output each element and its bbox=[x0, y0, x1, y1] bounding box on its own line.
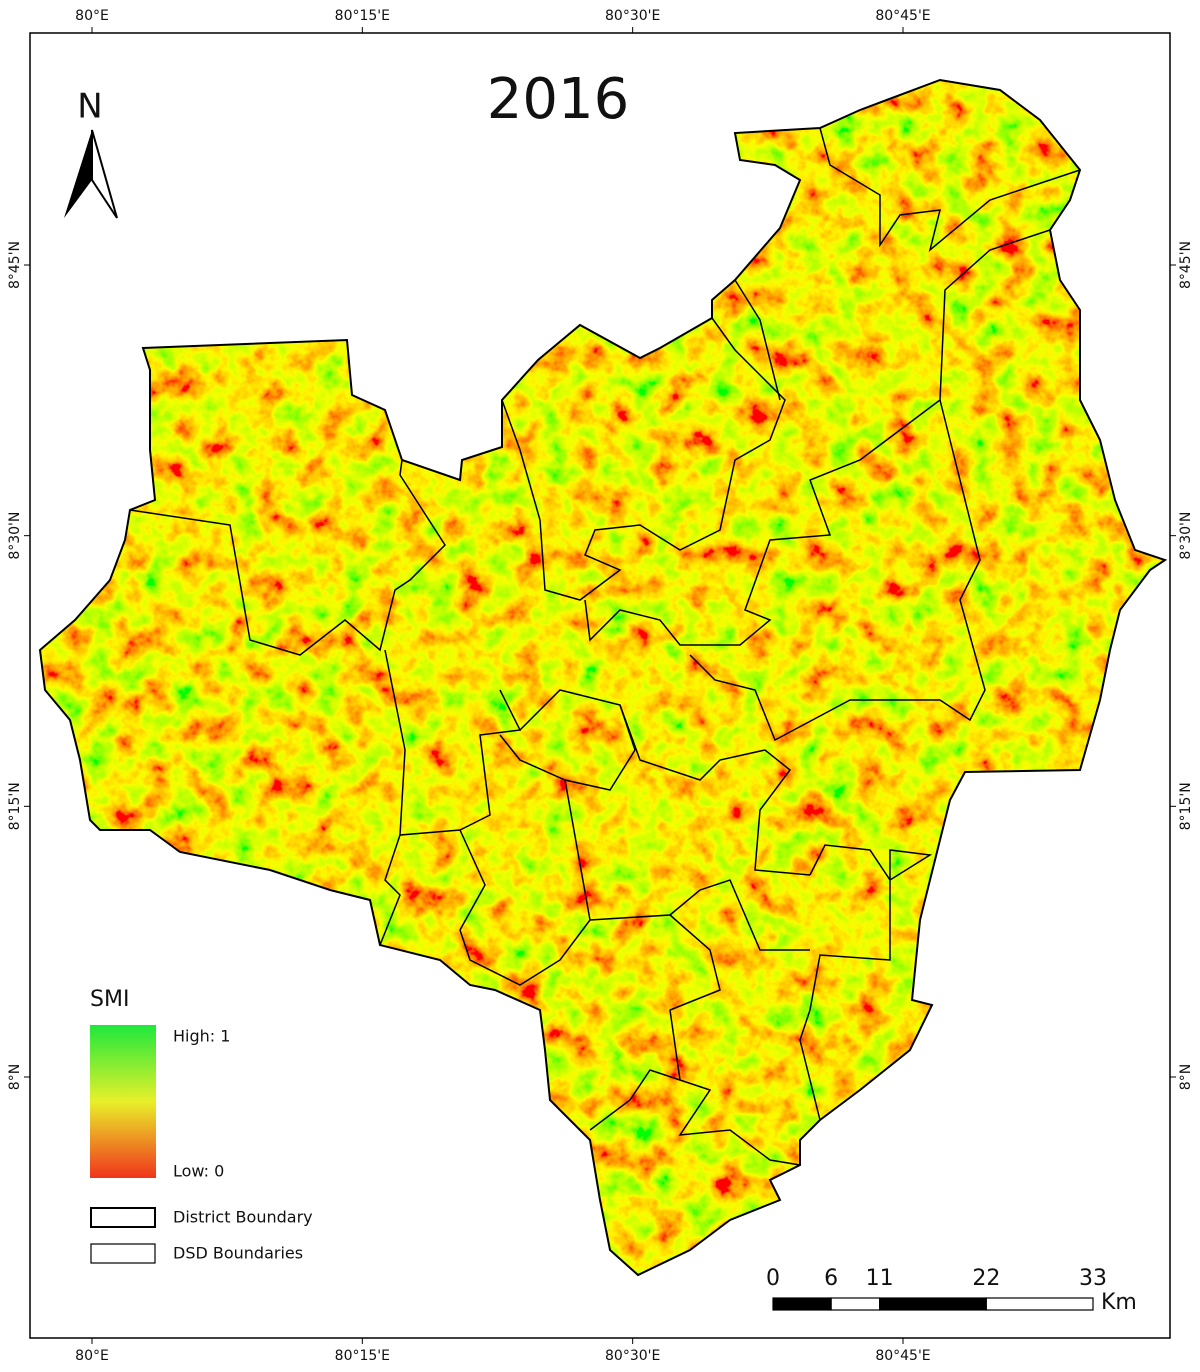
legend-item: District Boundary bbox=[173, 1208, 313, 1227]
legend-high: High: 1 bbox=[173, 1027, 230, 1046]
scale-unit: Km bbox=[1101, 1290, 1137, 1315]
scale-segment bbox=[879, 1297, 987, 1311]
scale-label: 0 bbox=[766, 1266, 780, 1291]
legend-low: Low: 0 bbox=[173, 1162, 224, 1181]
lat-label: 8°45'N bbox=[1178, 241, 1194, 289]
scale-label: 11 bbox=[866, 1266, 894, 1291]
lon-label: 80°15'E bbox=[335, 1348, 390, 1364]
north-label: N bbox=[77, 87, 102, 127]
lon-label: 80°45'E bbox=[875, 8, 930, 24]
lon-label: 80°30'E bbox=[605, 1348, 660, 1364]
legend: SMI High: 1 Low: 0 District Boundary DSD… bbox=[90, 987, 313, 1264]
graticule: 80°E 80°E 80°15'E 80°15'E 80°30'E 80°30'E 80°4… bbox=[7, 8, 1194, 1364]
dsd-boundaries bbox=[129, 127, 1081, 1166]
north-arrow: N bbox=[64, 87, 118, 219]
legend-ramp bbox=[90, 1025, 156, 1178]
lat-label: 8°45'N bbox=[7, 241, 23, 289]
lon-label: 80°15'E bbox=[335, 8, 390, 24]
lat-label: 8°N bbox=[7, 1064, 23, 1090]
scale-label: 6 bbox=[824, 1266, 838, 1291]
scale-segment bbox=[985, 1297, 1094, 1311]
legend-title: SMI bbox=[90, 987, 129, 1012]
legend-swatch bbox=[90, 1243, 156, 1264]
lat-label: 8°30'N bbox=[1178, 512, 1194, 560]
scale-label: 22 bbox=[972, 1266, 1000, 1291]
scale-label: 33 bbox=[1079, 1266, 1107, 1291]
lon-label: 80°45'E bbox=[875, 1348, 930, 1364]
lat-label: 8°15'N bbox=[1178, 782, 1194, 830]
scale-segment bbox=[830, 1297, 881, 1311]
lon-label: 80°30'E bbox=[605, 8, 660, 24]
legend-swatch bbox=[90, 1207, 156, 1228]
map-title: 2016 bbox=[487, 67, 630, 132]
lat-label: 8°15'N bbox=[7, 782, 23, 830]
scale-segment bbox=[772, 1297, 832, 1311]
lon-label: 80°E bbox=[75, 1348, 109, 1364]
legend-item: DSD Boundaries bbox=[173, 1244, 303, 1263]
lon-label: 80°E bbox=[75, 8, 109, 24]
lat-label: 8°30'N bbox=[7, 512, 23, 560]
lat-label: 8°N bbox=[1178, 1064, 1194, 1090]
